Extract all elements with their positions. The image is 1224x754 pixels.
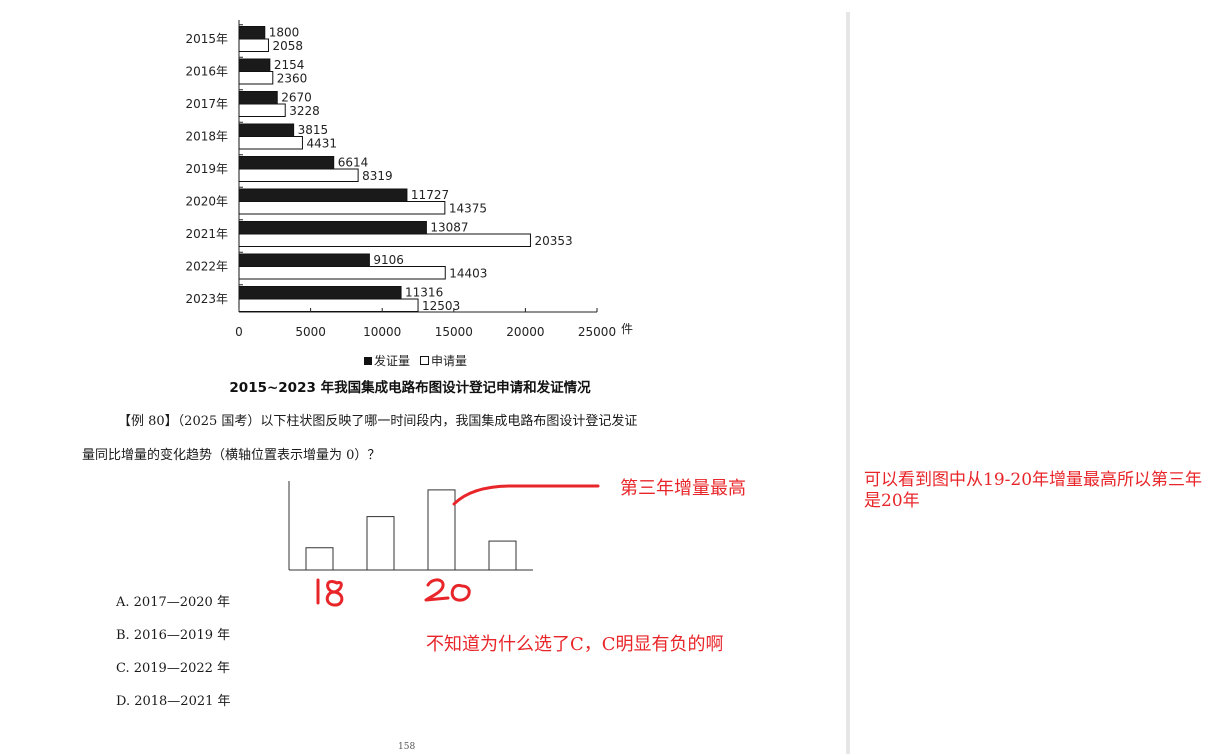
chart-legend: 发证量 申请量 [364,352,467,369]
data-label-applied: 3228 [289,104,320,118]
bar-applied [238,168,359,182]
legend-label-applied: 申请量 [431,354,468,368]
legend-label-issued: 发证量 [374,354,411,368]
y-tick-label: 2018年 [185,130,228,144]
bar-applied [238,103,286,117]
x-tick-label: 15000 [435,325,473,339]
data-label-applied: 4431 [306,137,337,151]
y-tick-label: 2019年 [185,162,228,176]
legend-swatch-empty [420,356,430,365]
bar-applied [238,298,419,312]
bar-applied [238,266,446,280]
option-a[interactable]: A. 2017—2020 年 [116,595,230,610]
mini-bar [366,516,395,571]
side-note-text: 可以看到图中从19-20年增量最高所以第三年是20年 [864,470,1203,511]
bar-issued [238,123,295,137]
data-label-issued: 13087 [430,221,468,235]
data-label-issued: 2670 [281,91,312,105]
bar-issued [238,58,271,72]
x-unit-label: 件 [621,322,633,336]
x-tick-label: 5000 [295,325,326,339]
data-label-applied: 14403 [449,267,487,281]
x-tick-label: 25000 [578,325,616,339]
data-label-applied: 12503 [422,299,460,313]
question-mini-chart [288,481,533,571]
document-page: 2015年 1800 2058 2016年 2154 2360 2017年 2670 3228 2… [82,20,746,752]
data-label-applied: 14375 [449,202,487,216]
bar-issued [238,156,335,170]
data-label-applied: 20353 [534,234,572,248]
question-line-2: 量同比增量的变化趋势（横轴位置表示增量为 0）？ [82,448,381,463]
bar-applied [238,71,274,85]
bar-issued [238,286,402,300]
bar-issued [238,188,408,202]
option-b[interactable]: B. 2016—2019 年 [116,628,231,643]
hand-20-ink [424,578,471,602]
bar-applied [238,233,531,247]
data-label-applied: 2360 [277,72,308,86]
data-label-issued: 3815 [298,123,329,137]
annotation-highest-increase: 第三年增量最高 [620,478,746,499]
bar-issued [238,91,278,105]
data-label-applied: 8319 [362,169,393,183]
y-tick-label: 2021年 [185,227,228,241]
y-tick-label: 2016年 [185,65,228,79]
data-label-issued: 6614 [338,156,369,170]
y-tick-label: 2020年 [185,195,228,209]
option-d[interactable]: D. 2018—2021 年 [116,694,231,709]
page-gutter [846,12,850,754]
legend-swatch-filled [364,357,372,365]
bar-applied [238,201,446,215]
handwriting-layer [316,484,600,607]
bar-applied [238,136,303,150]
mini-bar [488,540,517,571]
page-number: 158 [398,742,416,752]
mini-bar [427,489,456,571]
bar-issued [238,253,370,267]
bar-issued [238,221,427,235]
annotation-doubt: 不知道为什么选了C，C明显有负的啊 [426,634,724,655]
bar-applied [238,38,269,52]
option-c[interactable]: C. 2019—2022 年 [116,661,231,676]
bar-issued [238,26,266,40]
chart-title: 2015~2023 年我国集成电路布图设计登记申请和发证情况 [229,380,591,396]
y-tick-label: 2022年 [185,260,228,274]
data-label-issued: 11727 [411,188,449,202]
data-label-issued: 11316 [405,286,443,300]
y-tick-label: 2023年 [185,292,228,306]
question-line-1: 【例 80】（2025 国考）以下柱状图反映了哪一时间段内，我国集成电路布图设计… [118,414,638,429]
mini-bar [305,547,334,571]
x-tick-label: 0 [235,325,243,339]
x-tick-label: 20000 [506,325,544,339]
notes-panel: 可以看到图中从19-20年增量最高所以第三年是20年 [850,0,1224,754]
y-tick-label: 2015年 [185,32,228,46]
y-tick-label: 2017年 [185,97,228,111]
x-tick-label: 10000 [363,325,401,339]
hand-18-ink [316,578,344,607]
data-label-applied: 2058 [272,39,303,53]
data-label-issued: 9106 [373,253,404,267]
annotation-stroke [452,484,600,506]
data-label-issued: 1800 [269,26,300,40]
data-label-issued: 2154 [274,58,305,72]
